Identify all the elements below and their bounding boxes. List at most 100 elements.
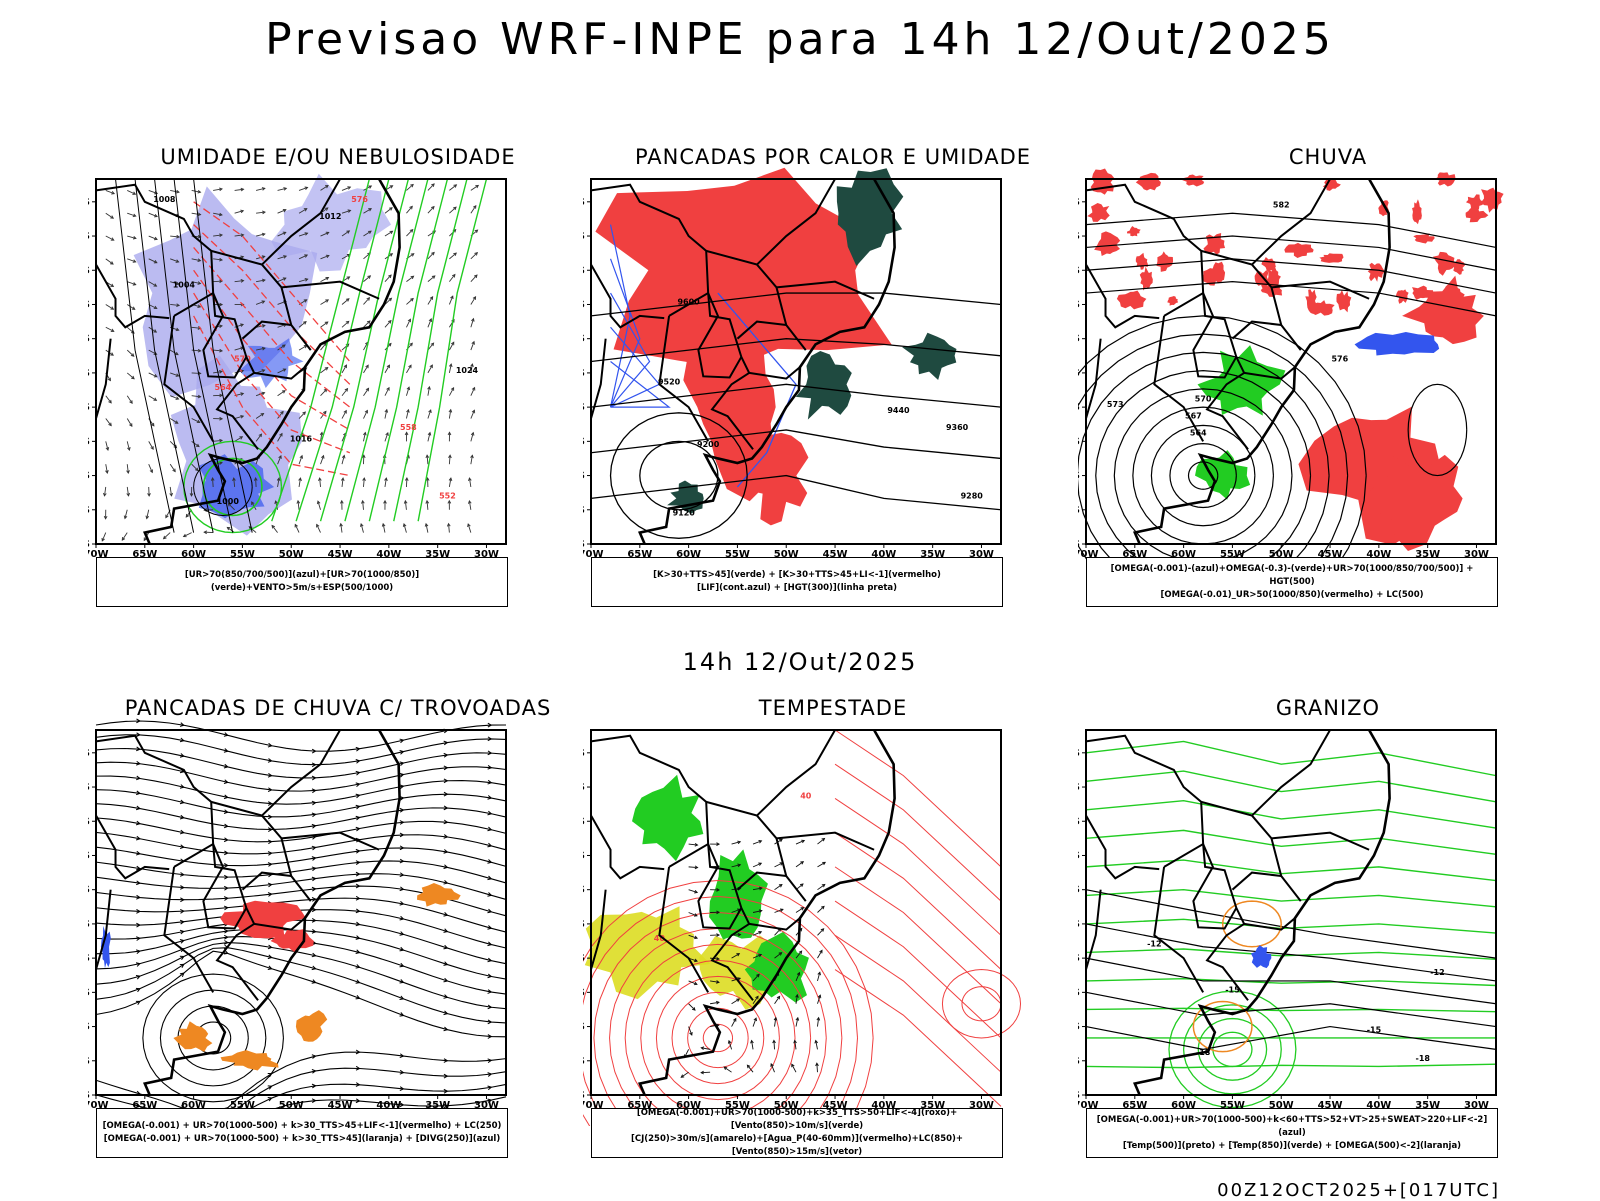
y-tick-label: 36S xyxy=(1078,1022,1080,1033)
legend-line-2: [LIF](cont.azul) + [HGT(300)](linha pret… xyxy=(592,582,1002,595)
contour-label: 1024 xyxy=(456,366,479,375)
y-tick-label: 12S xyxy=(583,197,585,208)
y-tick-label: 21S xyxy=(88,299,90,310)
rain-area xyxy=(1091,168,1115,194)
y-tick-label: 39S xyxy=(583,1056,585,1067)
y-tick-label: 42S xyxy=(583,1090,585,1101)
legend-line-1: [OMEGA(-0.001)+UR>70(1000-500)+k>35_TTS>… xyxy=(592,1107,1002,1133)
y-tick-label: 21S xyxy=(583,850,585,861)
y-tick-label: 36S xyxy=(583,471,585,482)
contour-label: 9200 xyxy=(697,440,720,449)
y-tick-label: 39S xyxy=(88,1056,90,1067)
contour-label: 9280 xyxy=(961,491,984,500)
y-tick-label: 24S xyxy=(88,885,90,896)
map-trovoadas: 70W65W60W55W50W45W40W35W30W12S15S18S21S2… xyxy=(88,696,588,1126)
y-tick-label: 24S xyxy=(88,334,90,345)
y-tick-label: 36S xyxy=(88,471,90,482)
y-tick-label: 27S xyxy=(88,919,90,930)
contour-label: 9120 xyxy=(673,508,696,517)
y-tick-label: 33S xyxy=(583,436,585,447)
y-tick-label: 36S xyxy=(583,1022,585,1033)
y-tick-label: 15S xyxy=(88,231,90,242)
y-tick-label: 21S xyxy=(1078,850,1080,861)
y-tick-label: 21S xyxy=(1078,299,1080,310)
contour-label: -18 xyxy=(1416,1054,1431,1063)
map-umidade: 1008101210041000101610245765705645585527… xyxy=(88,145,588,575)
y-tick-label: 42S xyxy=(88,539,90,550)
legend-line-2: [CJ(250)>30m/s](amarelo)+[Agua_P(40-60mm… xyxy=(592,1133,1002,1159)
panel-chuva: CHUVA 58257657357056756470W65W60W55W50W4… xyxy=(1078,145,1578,645)
y-tick-label: 39S xyxy=(583,505,585,516)
y-tick-label: 33S xyxy=(583,987,585,998)
panel-legend: [UR>70(850/700/500)](azul)+[UR>70(1000/8… xyxy=(96,557,508,607)
contour-label: -12 xyxy=(1147,940,1161,949)
map-chuva: 58257657357056756470W65W60W55W50W45W40W3… xyxy=(1078,145,1578,575)
contour-label: 1016 xyxy=(290,434,313,443)
y-tick-label: 30S xyxy=(1078,953,1080,964)
panel-legend: [K>30+TTS>45](verde) + [K>30+TTS>45+LI<-… xyxy=(591,557,1003,607)
y-tick-label: 12S xyxy=(1078,748,1080,759)
y-tick-label: 12S xyxy=(88,197,90,208)
contour-label: 564 xyxy=(215,383,232,392)
y-tick-label: 30S xyxy=(583,953,585,964)
y-tick-label: 18S xyxy=(583,265,585,276)
contour-label: 576 xyxy=(1331,355,1348,364)
y-tick-label: 30S xyxy=(88,953,90,964)
contour-label: 582 xyxy=(1273,201,1290,210)
y-tick-label: 39S xyxy=(1078,505,1080,516)
y-tick-label: 15S xyxy=(583,231,585,242)
panel-granizo: GRANIZO -12-15-18-15-18-1270W65W60W55W50… xyxy=(1078,696,1578,1196)
y-tick-label: 42S xyxy=(1078,539,1080,550)
y-tick-label: 39S xyxy=(88,505,90,516)
y-tick-label: 24S xyxy=(1078,334,1080,345)
contour-label: 9360 xyxy=(946,423,969,432)
panel-tempestade: TEMPESTADE 404070W65W60W55W50W45W40W35W3… xyxy=(583,696,1083,1196)
y-tick-label: 27S xyxy=(583,919,585,930)
plot-area xyxy=(1086,730,1496,1095)
contour-label: 1012 xyxy=(319,212,341,221)
y-tick-label: 18S xyxy=(1078,265,1080,276)
contour-label: 576 xyxy=(351,195,368,204)
y-tick-label: 30S xyxy=(1078,402,1080,413)
y-tick-label: 39S xyxy=(1078,1056,1080,1067)
y-tick-label: 30S xyxy=(583,402,585,413)
y-tick-label: 27S xyxy=(1078,919,1080,930)
legend-line-1: [OMEGA(-0.001)+UR>70(1000-500)+k<60+TTS>… xyxy=(1087,1114,1497,1140)
y-tick-label: 33S xyxy=(88,436,90,447)
y-tick-label: 18S xyxy=(88,816,90,827)
y-tick-label: 15S xyxy=(1078,231,1080,242)
y-tick-label: 24S xyxy=(583,885,585,896)
legend-line-1: [OMEGA(-0.001)-(azul)+OMEGA(-0.3)-(verde… xyxy=(1087,563,1497,589)
y-tick-label: 33S xyxy=(1078,987,1080,998)
panel-legend: [OMEGA(-0.001)+UR>70(1000-500)+k<60+TTS>… xyxy=(1086,1108,1498,1158)
y-tick-label: 42S xyxy=(1078,1090,1080,1101)
y-tick-label: 15S xyxy=(88,782,90,793)
y-tick-label: 12S xyxy=(1078,197,1080,208)
contour-label: 570 xyxy=(1195,394,1212,403)
contour-label: 1004 xyxy=(173,280,196,289)
legend-line-2: [OMEGA(-0.01)_UR>50(1000/850)(vermelho) … xyxy=(1087,589,1497,602)
forecast-time-title: 14h 12/Out/2025 xyxy=(0,648,1600,676)
y-tick-label: 42S xyxy=(583,539,585,550)
contour-label: 1008 xyxy=(153,195,176,204)
contour-label: -15 xyxy=(1367,1025,1382,1034)
y-tick-label: 42S xyxy=(88,1090,90,1101)
y-tick-label: 30S xyxy=(88,402,90,413)
y-tick-label: 27S xyxy=(1078,368,1080,379)
panel-legend: [OMEGA(-0.001)-(azul)+OMEGA(-0.3)-(verde… xyxy=(1086,557,1498,607)
legend-line-2: [OMEGA(-0.001) + UR>70(1000-500) + k>30_… xyxy=(97,1133,507,1146)
y-tick-label: 33S xyxy=(1078,436,1080,447)
y-tick-label: 36S xyxy=(1078,471,1080,482)
contour-label: 40 xyxy=(800,791,812,800)
y-tick-label: 18S xyxy=(1078,816,1080,827)
main-title: Previsao WRF-INPE para 14h 12/Out/2025 xyxy=(0,14,1600,65)
y-tick-label: 33S xyxy=(88,987,90,998)
y-tick-label: 18S xyxy=(583,816,585,827)
y-tick-label: 15S xyxy=(1078,782,1080,793)
y-tick-label: 24S xyxy=(583,334,585,345)
y-tick-label: 18S xyxy=(88,265,90,276)
map-tempestade: 404070W65W60W55W50W45W40W35W30W12S15S18S… xyxy=(583,696,1083,1126)
map-granizo: -12-15-18-15-18-1270W65W60W55W50W45W40W3… xyxy=(1078,696,1578,1126)
legend-line-1: [OMEGA(-0.001) + UR>70(1000-500) + k>30_… xyxy=(97,1120,507,1133)
